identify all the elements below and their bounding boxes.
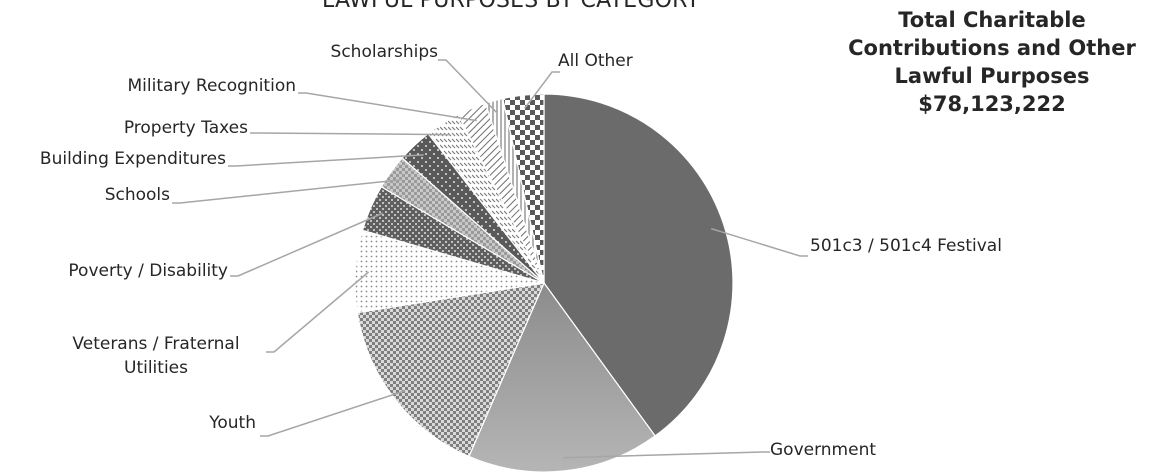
slice-label: Government <box>770 440 876 460</box>
leader-line <box>266 272 369 352</box>
slice-label: Property Taxes <box>124 118 248 138</box>
slice-label: Youth <box>208 413 256 433</box>
slice-label: Veterans / Fraternal Utilities <box>72 334 239 378</box>
leader-line <box>260 391 405 436</box>
leader-line <box>250 133 450 135</box>
slice-label: Building Expenditures <box>40 149 226 169</box>
leader-line <box>172 180 402 203</box>
slice-label: Schools <box>105 185 170 205</box>
slice-label: Poverty / Disability <box>68 261 228 281</box>
leader-line <box>298 93 477 121</box>
slice-label: All Other <box>558 51 633 71</box>
slice-label: Scholarships <box>331 42 439 62</box>
slice-label: Military Recognition <box>128 76 296 96</box>
leader-line <box>228 155 424 166</box>
slice-label: 501c3 / 501c4 Festival <box>810 236 1002 256</box>
